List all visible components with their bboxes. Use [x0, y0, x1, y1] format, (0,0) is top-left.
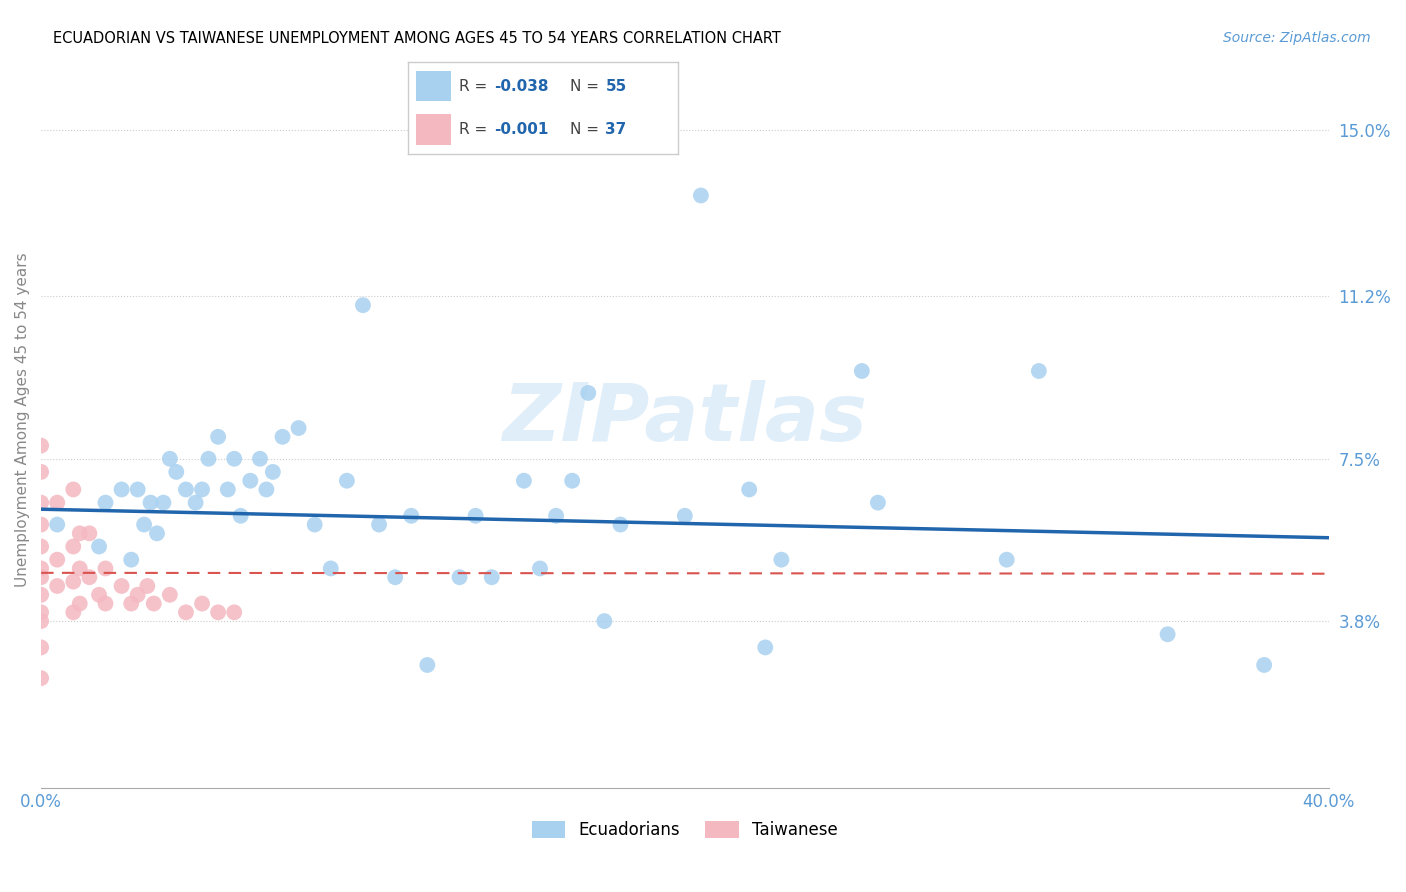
Text: Source: ZipAtlas.com: Source: ZipAtlas.com — [1223, 31, 1371, 45]
Point — [30, 439, 52, 453]
Point — [152, 495, 174, 509]
Point — [46, 579, 69, 593]
Point — [271, 430, 294, 444]
Point — [62, 483, 84, 497]
Point — [529, 561, 551, 575]
Point — [673, 508, 696, 523]
Point — [69, 526, 91, 541]
Point — [110, 579, 132, 593]
Point — [1028, 364, 1050, 378]
Point — [1253, 657, 1275, 672]
Point — [184, 495, 207, 509]
Point — [513, 474, 536, 488]
Point — [110, 483, 132, 497]
Point — [207, 430, 229, 444]
Point — [224, 605, 246, 619]
Point — [217, 483, 239, 497]
Point — [127, 588, 149, 602]
Text: ZIPatlas: ZIPatlas — [502, 380, 868, 458]
Point — [87, 588, 110, 602]
Point — [136, 579, 159, 593]
Point — [576, 386, 599, 401]
Point — [229, 508, 252, 523]
Point — [30, 614, 52, 628]
Point — [239, 474, 262, 488]
Point — [30, 517, 52, 532]
Point — [738, 483, 761, 497]
Point — [30, 605, 52, 619]
Point — [46, 517, 69, 532]
Point — [851, 364, 873, 378]
Point — [120, 552, 142, 566]
Point — [262, 465, 284, 479]
Point — [146, 526, 169, 541]
Point — [399, 508, 422, 523]
Point — [127, 483, 149, 497]
Point — [304, 517, 326, 532]
Point — [62, 574, 84, 589]
Point — [30, 540, 52, 554]
Point — [561, 474, 583, 488]
Y-axis label: Unemployment Among Ages 45 to 54 years: Unemployment Among Ages 45 to 54 years — [15, 252, 30, 587]
Point — [384, 570, 406, 584]
Point — [319, 561, 342, 575]
Point — [254, 483, 277, 497]
Point — [87, 540, 110, 554]
Point — [46, 552, 69, 566]
Text: ECUADORIAN VS TAIWANESE UNEMPLOYMENT AMONG AGES 45 TO 54 YEARS CORRELATION CHART: ECUADORIAN VS TAIWANESE UNEMPLOYMENT AMO… — [53, 31, 782, 46]
Point — [79, 570, 101, 584]
Point — [30, 495, 52, 509]
Point — [464, 508, 486, 523]
Point — [142, 597, 165, 611]
Point — [191, 597, 214, 611]
Point — [69, 561, 91, 575]
Point — [94, 597, 117, 611]
Point — [249, 451, 271, 466]
Point — [593, 614, 616, 628]
Point — [224, 451, 246, 466]
Point — [197, 451, 219, 466]
Point — [770, 552, 793, 566]
Point — [207, 605, 229, 619]
Point — [30, 640, 52, 655]
Point — [416, 657, 439, 672]
Point — [352, 298, 374, 312]
Point — [165, 465, 187, 479]
Point — [336, 474, 359, 488]
Point — [132, 517, 155, 532]
Point — [690, 188, 713, 202]
Point — [995, 552, 1018, 566]
Point — [30, 671, 52, 685]
Point — [62, 605, 84, 619]
Point — [866, 495, 889, 509]
Point — [30, 588, 52, 602]
Point — [546, 508, 568, 523]
Legend: Ecuadorians, Taiwanese: Ecuadorians, Taiwanese — [526, 814, 845, 846]
Point — [139, 495, 162, 509]
Point — [159, 588, 181, 602]
Point — [609, 517, 631, 532]
Point — [1156, 627, 1178, 641]
Point — [30, 570, 52, 584]
Point — [174, 605, 197, 619]
Point — [368, 517, 391, 532]
Point — [30, 465, 52, 479]
Point — [287, 421, 309, 435]
Point — [79, 526, 101, 541]
Point — [69, 597, 91, 611]
Point — [46, 495, 69, 509]
Point — [481, 570, 503, 584]
Point — [120, 597, 142, 611]
Point — [62, 540, 84, 554]
Point — [30, 561, 52, 575]
Point — [94, 495, 117, 509]
Point — [159, 451, 181, 466]
Point — [754, 640, 776, 655]
Point — [174, 483, 197, 497]
Point — [94, 561, 117, 575]
Point — [191, 483, 214, 497]
Point — [449, 570, 471, 584]
